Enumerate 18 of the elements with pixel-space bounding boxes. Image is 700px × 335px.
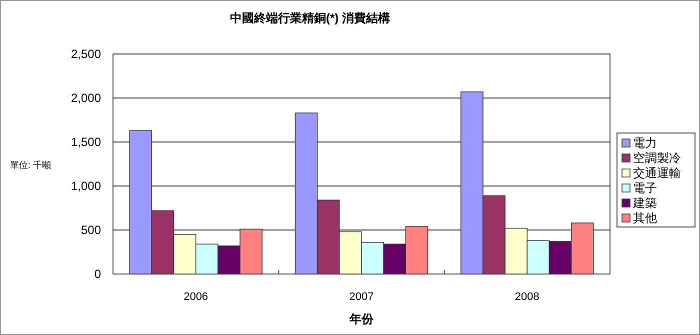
legend-label: 空調製冷	[633, 151, 681, 165]
legend-label: 其他	[633, 211, 657, 225]
chart-title: 中國終端行業精銅(*) 消費結構	[230, 11, 390, 25]
y-tick-label: 2,000	[70, 91, 102, 106]
y-tick-label: 500	[80, 223, 102, 238]
y-tick-label: 0	[94, 267, 102, 282]
legend-label: 電子	[633, 181, 657, 195]
x-axis-title: 年份	[348, 312, 374, 326]
y-tick-label: 1,500	[70, 135, 102, 150]
y-tick-label: 2,500	[70, 47, 102, 62]
y-tick-label: 1,000	[70, 179, 102, 194]
x-tick-label: 2006	[184, 291, 208, 303]
legend-label: 電力	[633, 136, 657, 150]
legend-label: 建築	[632, 196, 657, 210]
x-tick-label: 2007	[349, 291, 374, 303]
x-tick-label: 2008	[514, 291, 540, 303]
legend-label: 交通運輸	[633, 166, 681, 180]
y-axis-title: 單位: 千噸	[10, 160, 52, 170]
